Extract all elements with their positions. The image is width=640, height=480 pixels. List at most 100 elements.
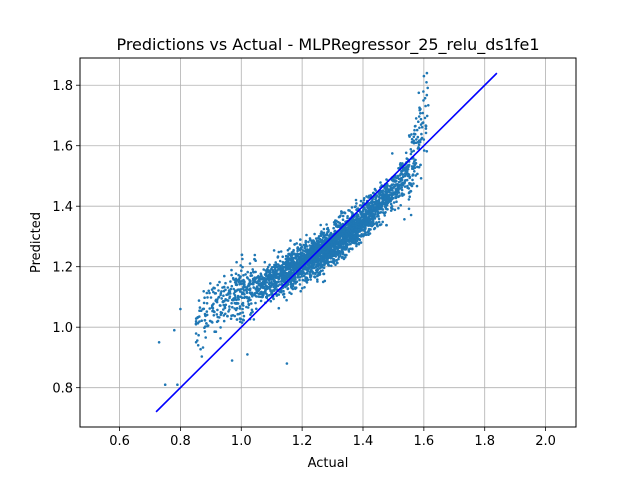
scatter-point <box>424 127 428 130</box>
scatter-point <box>352 235 356 239</box>
scatter-point <box>308 273 312 276</box>
scatter-point <box>293 265 297 269</box>
scatter-point <box>267 269 271 272</box>
scatter-point <box>309 275 313 278</box>
scatter-point <box>295 267 299 270</box>
scatter-point <box>222 319 226 323</box>
scatter-point <box>377 195 381 199</box>
scatter-point <box>287 252 290 256</box>
scatter-point <box>364 227 367 230</box>
scatter-point <box>361 209 365 213</box>
scatter-point <box>205 322 208 325</box>
scatter-point <box>400 188 404 192</box>
chart-title: Predictions vs Actual - MLPRegressor_25_… <box>116 35 539 55</box>
scatter-point <box>299 238 302 241</box>
scatter-point <box>227 310 230 313</box>
scatter-point <box>248 282 251 286</box>
x-axis-label: Actual <box>308 456 349 471</box>
scatter-point <box>412 132 416 136</box>
scatter-point <box>318 253 322 257</box>
scatter-point <box>309 250 313 253</box>
scatter-point <box>263 282 267 286</box>
scatter-point <box>229 287 233 291</box>
scatter-point <box>277 306 281 310</box>
scatter-point <box>407 187 411 190</box>
scatter-point <box>217 296 220 299</box>
scatter-point <box>251 277 255 281</box>
scatter-point <box>343 247 347 250</box>
axis-ticks: 0.6 0.8 1.0 1.2 1.4 1.6 1.8 2.0 0.8 1.0 1.2 1.4 1.6 1… <box>52 79 556 449</box>
scatter-point <box>315 244 318 248</box>
scatter-point <box>378 204 381 207</box>
scatter-point <box>304 267 308 270</box>
scatter-point <box>271 270 275 274</box>
scatter-point <box>425 71 429 75</box>
scatter-point <box>206 324 210 327</box>
scatter-point <box>343 211 346 214</box>
scatter-point <box>300 287 304 290</box>
scatter-point <box>381 193 384 197</box>
scatter-point <box>419 117 423 121</box>
scatter-point <box>369 206 372 210</box>
scatter-point <box>359 223 362 227</box>
scatter-point <box>303 279 306 282</box>
scatter-point <box>211 309 215 313</box>
scatter-point <box>210 288 214 291</box>
scatter-point <box>249 287 252 291</box>
scatter-point <box>281 266 285 270</box>
scatter-point <box>286 261 289 265</box>
scatter-point <box>379 181 382 184</box>
scatter-point <box>425 81 428 84</box>
scatter-point <box>202 301 206 305</box>
scatter-point <box>239 312 242 315</box>
scatter-point <box>369 228 372 231</box>
scatter-point <box>392 201 396 204</box>
scatter-point <box>379 189 383 193</box>
scatter-point <box>347 240 351 244</box>
scatter-point <box>345 244 349 247</box>
scatter-point <box>254 307 258 311</box>
scatter-point <box>317 243 320 246</box>
scatter-point <box>308 253 311 257</box>
scatter-point <box>229 317 233 321</box>
scatter-point <box>337 215 341 219</box>
scatter-point <box>416 135 420 139</box>
scatter-point <box>334 246 337 250</box>
y-tick-label: 0.8 <box>52 382 73 397</box>
scatter-point <box>227 289 231 292</box>
scatter-point <box>327 243 330 247</box>
scatter-point <box>295 242 299 245</box>
scatter-point <box>415 138 418 141</box>
scatter-point <box>250 274 254 277</box>
scatter-point <box>357 225 361 229</box>
scatter-point <box>249 271 253 275</box>
scatter-point <box>397 206 400 210</box>
scatter-point <box>288 265 291 269</box>
scatter-point <box>327 255 330 258</box>
scatter-point <box>371 191 375 195</box>
scatter-point <box>267 279 271 282</box>
scatter-point <box>349 222 353 225</box>
scatter-point <box>325 233 329 237</box>
scatter-point <box>381 198 385 201</box>
scatter-point <box>401 183 405 187</box>
scatter-point <box>378 207 382 210</box>
scatter-point <box>282 292 286 296</box>
scatter-point <box>240 303 244 306</box>
scatter-point <box>318 250 322 253</box>
scatter-point <box>281 255 285 258</box>
scatter-point <box>339 252 342 255</box>
scatter-point <box>224 281 227 285</box>
scatter-point <box>323 261 326 265</box>
scatter-point <box>383 214 387 217</box>
scatter-point <box>199 347 202 351</box>
scatter-point <box>399 204 403 207</box>
scatter-point <box>241 257 244 261</box>
scatter-point <box>403 185 407 188</box>
scatter-point <box>314 246 317 250</box>
scatter-point <box>336 240 340 244</box>
scatter-point <box>285 362 289 365</box>
scatter-point <box>322 259 325 262</box>
y-tick-label: 1.6 <box>52 140 73 155</box>
scatter-point <box>304 249 308 252</box>
